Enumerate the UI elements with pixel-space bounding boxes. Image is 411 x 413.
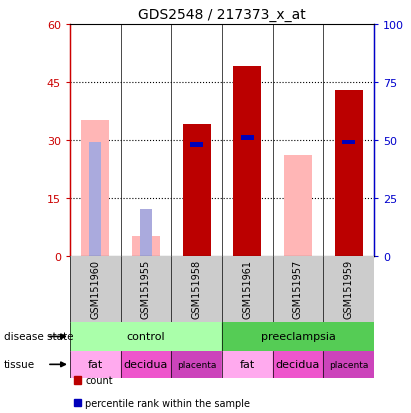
Bar bbox=[89, 143, 102, 256]
Bar bbox=[323, 351, 374, 378]
Bar bbox=[272, 256, 323, 322]
Bar bbox=[222, 322, 374, 351]
Text: GSM151960: GSM151960 bbox=[90, 259, 100, 318]
Bar bbox=[70, 322, 222, 351]
Text: GSM151955: GSM151955 bbox=[141, 259, 151, 318]
Title: GDS2548 / 217373_x_at: GDS2548 / 217373_x_at bbox=[138, 8, 306, 22]
Bar bbox=[132, 237, 160, 256]
Text: placenta: placenta bbox=[177, 360, 216, 369]
Text: placenta: placenta bbox=[329, 360, 368, 369]
Bar bbox=[222, 351, 272, 378]
Bar bbox=[120, 351, 171, 378]
Text: GSM151961: GSM151961 bbox=[242, 259, 252, 318]
Bar bbox=[70, 351, 120, 378]
Text: count: count bbox=[85, 375, 113, 385]
Bar bbox=[335, 90, 363, 256]
Text: GSM151957: GSM151957 bbox=[293, 259, 303, 318]
Text: disease state: disease state bbox=[4, 332, 74, 342]
Text: fat: fat bbox=[88, 359, 103, 370]
Text: preeclampsia: preeclampsia bbox=[261, 332, 335, 342]
Bar bbox=[140, 210, 152, 256]
Text: GSM151959: GSM151959 bbox=[344, 259, 353, 318]
Text: control: control bbox=[127, 332, 165, 342]
Text: fat: fat bbox=[240, 359, 255, 370]
Bar bbox=[120, 256, 171, 322]
Bar bbox=[81, 121, 109, 256]
Bar bbox=[323, 256, 374, 322]
Text: decidua: decidua bbox=[276, 359, 320, 370]
Text: percentile rank within the sample: percentile rank within the sample bbox=[85, 398, 250, 408]
Bar bbox=[284, 156, 312, 256]
Bar bbox=[171, 256, 222, 322]
Bar bbox=[233, 67, 261, 256]
Text: GSM151958: GSM151958 bbox=[192, 259, 201, 318]
Text: decidua: decidua bbox=[124, 359, 168, 370]
Text: tissue: tissue bbox=[4, 359, 35, 370]
Bar bbox=[241, 136, 254, 140]
Bar bbox=[190, 143, 203, 147]
Bar bbox=[342, 140, 355, 145]
Bar bbox=[182, 125, 210, 256]
Bar bbox=[272, 351, 323, 378]
Bar bbox=[222, 256, 272, 322]
Bar bbox=[171, 351, 222, 378]
Bar bbox=[70, 256, 120, 322]
